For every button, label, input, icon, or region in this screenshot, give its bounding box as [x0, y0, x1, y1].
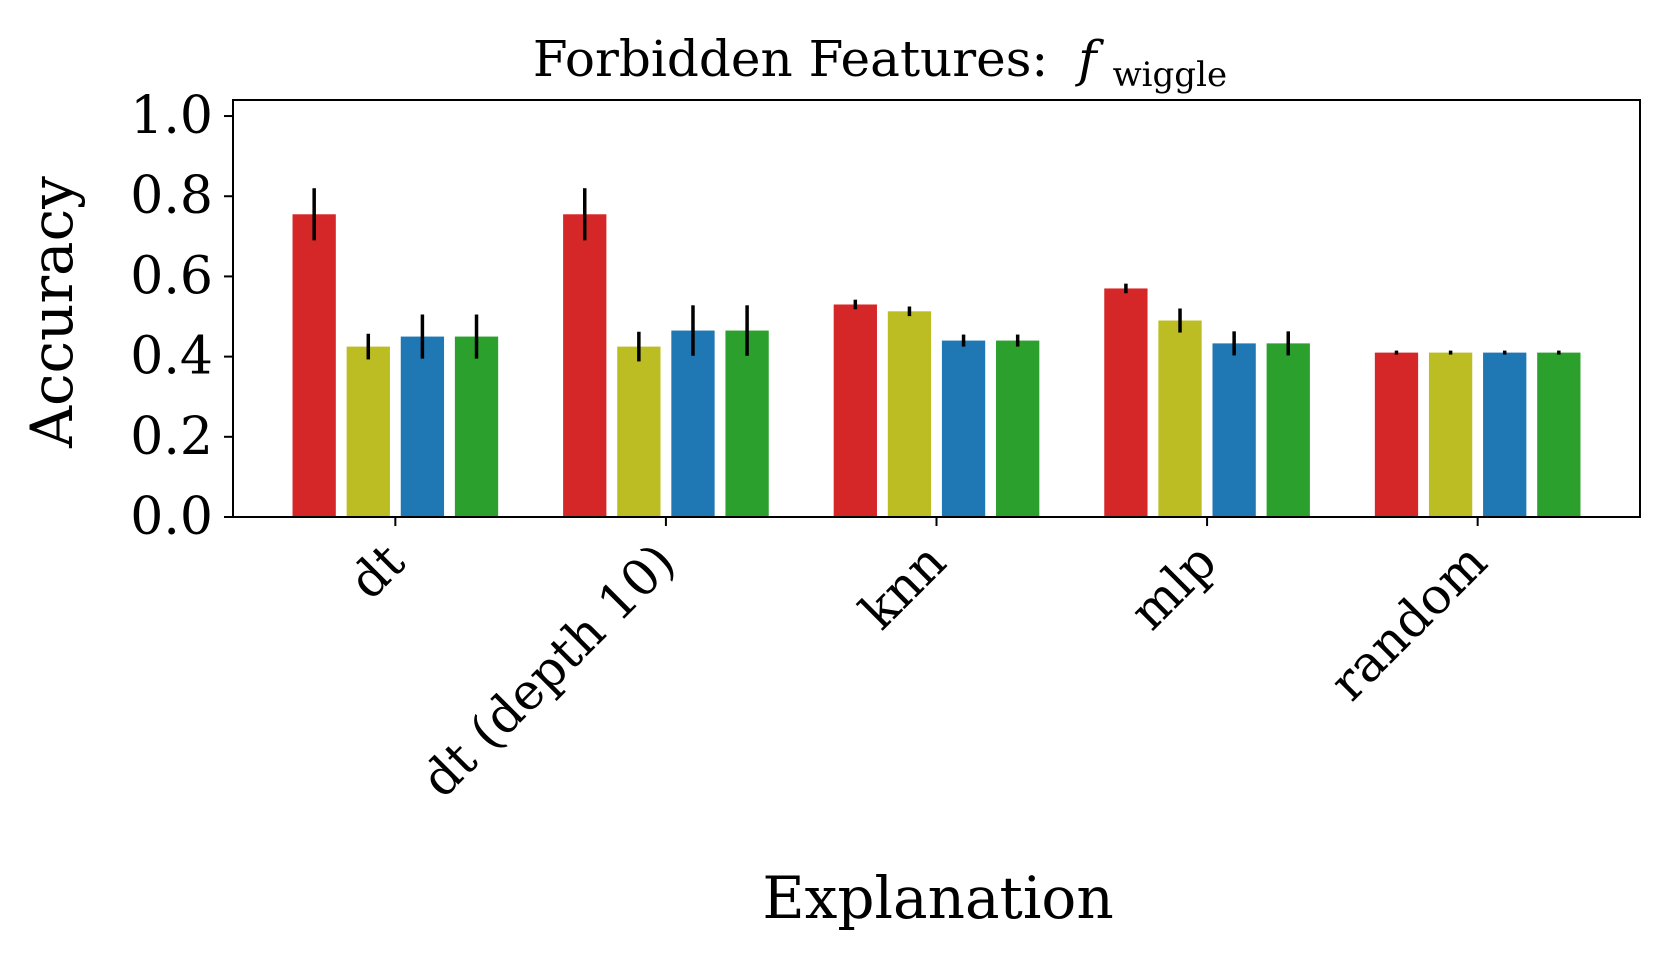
y-tick-label: 0.0 [130, 487, 213, 547]
bar [1374, 352, 1419, 517]
chart-title-subscript: wiggle [1113, 55, 1228, 95]
bar [941, 340, 986, 517]
bar [1212, 343, 1256, 517]
bar [996, 340, 1040, 517]
x-tick-label: random [1319, 532, 1498, 711]
bar [1266, 343, 1310, 517]
y-tick-label: 0.6 [130, 246, 213, 306]
bar [563, 214, 607, 517]
bar [292, 214, 336, 517]
y-tick-label: 0.2 [130, 407, 213, 467]
bar [833, 304, 877, 517]
bar [1104, 288, 1148, 517]
x-tick-label: mlp [1119, 532, 1227, 640]
chart-title-symbol: f [1074, 30, 1104, 88]
bar [1158, 320, 1202, 517]
y-tick-label: 0.8 [130, 166, 213, 226]
axes-frame [232, 99, 1641, 518]
x-axis-label: Explanation [762, 864, 1113, 932]
y-tick-label: 0.4 [130, 327, 213, 387]
x-tick-label: dt [338, 532, 416, 610]
bar [671, 330, 715, 517]
bar [725, 330, 769, 517]
chart-title-prefix: Forbidden Features: [533, 30, 1048, 88]
bar [1428, 352, 1473, 517]
bar [400, 336, 445, 517]
x-tick-label: knn [849, 532, 957, 640]
x-tick-label: dt (depth 10) [410, 532, 686, 808]
chart-title: Forbidden Features: f wiggle [533, 30, 1227, 95]
bar [346, 346, 390, 517]
bar [454, 336, 499, 517]
y-axis-label: Accuracy [18, 176, 86, 449]
bar [1483, 352, 1527, 517]
y-tick-label: 1.0 [130, 86, 213, 146]
bar [1537, 352, 1581, 517]
bar [617, 346, 661, 517]
bar [887, 311, 932, 517]
